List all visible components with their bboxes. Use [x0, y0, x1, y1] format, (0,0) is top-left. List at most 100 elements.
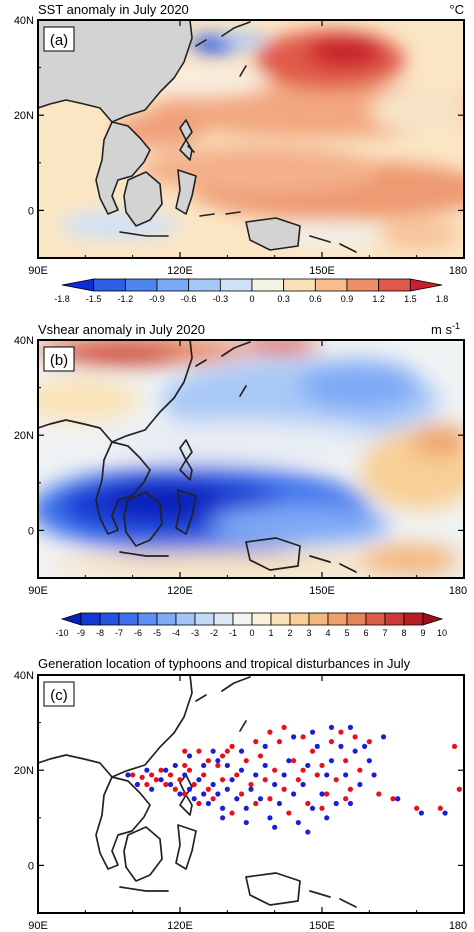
blue-genesis-point [134, 781, 140, 788]
red-genesis-point [220, 753, 226, 759]
panel-c-title: Generation location of typhoons and trop… [38, 656, 411, 671]
panel-c-ytick-label: 20N [14, 765, 34, 777]
panel-b-colorbar-swatch [403, 612, 424, 626]
panel-a-axes: 90E 120E 150E 180 40N 20N 0 [14, 15, 467, 277]
panel-b-colorbar-label: -6 [134, 628, 142, 638]
blue-genesis-point [267, 815, 273, 821]
panel-a-label: (a) [50, 32, 68, 49]
panel-b-colorbar-swatch [213, 612, 234, 626]
panel-c-xtick-label: 90E [28, 920, 48, 932]
red-genesis-point [338, 729, 344, 735]
panel-a-colorbar-swatch [314, 278, 348, 292]
blue-genesis-point [357, 781, 363, 788]
blue-genesis-point [366, 758, 372, 764]
red-genesis-point [437, 805, 443, 811]
red-genesis-point [305, 800, 311, 807]
panel-b: Vshear anomaly in July 2020 m s-1 [14, 321, 467, 638]
blue-genesis-point [149, 786, 155, 792]
blue-genesis-point [300, 781, 306, 788]
panel-a-xtick-label: 120E [167, 265, 193, 277]
blue-genesis-point [418, 810, 424, 816]
red-genesis-point [272, 767, 278, 773]
panel-b-ytick-label: 20N [14, 430, 34, 442]
blue-genesis-point [167, 781, 174, 788]
panel-b-colorbar-swatch [308, 612, 329, 626]
red-genesis-point [343, 796, 349, 802]
blue-genesis-point [380, 734, 387, 740]
panel-b-units-exp: -1 [452, 321, 460, 331]
panel-c-xtick-label: 180 [449, 920, 467, 932]
panel-a-ytick-label: 20N [14, 110, 34, 122]
panel-b-colorbar-swatch [175, 612, 196, 626]
blue-genesis-point [253, 772, 259, 778]
blue-genesis-point [243, 805, 249, 811]
blue-genesis-point [291, 734, 297, 740]
panel-a-colorbar-swatch [346, 278, 380, 292]
panel-b-field [38, 340, 464, 578]
red-genesis-point [201, 772, 207, 778]
panel-c-background [38, 675, 464, 913]
red-genesis-point [248, 781, 254, 788]
panel-b-colorbar-label: -10 [55, 628, 68, 638]
panel-a-colorbar-label: -0.9 [149, 294, 165, 304]
panel-c-xtick-label: 150E [309, 920, 335, 932]
blue-genesis-point [243, 819, 249, 826]
red-genesis-point [139, 774, 145, 780]
panel-c-ytick-label: 40N [14, 670, 34, 682]
panel-c-ytick-label: 0 [28, 860, 34, 872]
blue-genesis-point [229, 777, 235, 783]
blue-genesis-point [262, 743, 268, 750]
blue-genesis-point [324, 772, 330, 778]
panel-c: Generation location of typhoons and trop… [14, 656, 467, 932]
panel-a-xtick-label: 90E [28, 265, 48, 277]
panel-c-label: (c) [50, 687, 68, 704]
red-genesis-point [153, 777, 159, 783]
blue-genesis-point [314, 743, 320, 750]
panel-a: SST anomaly in July 2020 °C [14, 2, 467, 304]
red-genesis-point [238, 791, 245, 797]
panel-a-title: SST anomaly in July 2020 [38, 2, 189, 17]
blue-genesis-point [191, 796, 197, 802]
panel-a-colorbar-label: 0.6 [309, 294, 322, 304]
red-genesis-point [182, 748, 188, 754]
red-genesis-point [220, 777, 226, 783]
blue-genesis-point [442, 810, 448, 816]
panel-a-colorbar-swatch [283, 278, 316, 292]
panel-b-colorbar-swatch [422, 612, 444, 626]
panel-b-colorbar-swatch [60, 612, 82, 626]
blue-genesis-point [224, 762, 230, 769]
blue-genesis-point [238, 767, 245, 773]
blue-genesis-point [210, 781, 216, 788]
panel-a-colorbar-label: 1.8 [436, 294, 449, 304]
red-genesis-point [366, 739, 372, 745]
panel-a-colorbar-label: 1.5 [404, 294, 417, 304]
red-genesis-point [276, 739, 282, 745]
blue-genesis-point [362, 743, 368, 750]
red-genesis-point [357, 767, 363, 773]
red-genesis-point [300, 767, 306, 773]
red-genesis-point [196, 748, 202, 754]
red-genesis-point [267, 729, 273, 735]
panel-b-colorbar-swatch [384, 612, 405, 626]
panel-b-colorbar-label: 6 [363, 628, 368, 638]
panel-b-colorbar-label: 3 [306, 628, 311, 638]
red-genesis-point [149, 772, 155, 778]
blue-genesis-point [347, 800, 353, 807]
panel-a-colorbar-label: -1.5 [86, 294, 102, 304]
blue-genesis-point [196, 777, 202, 783]
panel-b-colorbar-swatch [346, 612, 367, 626]
panel-b-colorbar: -10 -9 -8 -7 -6 -5 -4 -3 -2 -1 0 1 2 3 4 5 6 7 8 9 10 [55, 612, 447, 638]
panel-b-colorbar-label: 5 [344, 628, 349, 638]
red-genesis-point [196, 800, 202, 807]
panel-b-frame [37, 339, 465, 579]
red-genesis-point [182, 791, 188, 797]
red-genesis-point [182, 762, 188, 769]
red-genesis-point [319, 762, 325, 769]
panel-b-ytick-label: 40N [14, 335, 34, 347]
red-genesis-point [324, 791, 330, 797]
red-genesis-point [262, 777, 268, 783]
panel-a-colorbar-label: -0.3 [213, 294, 229, 304]
blue-genesis-point [186, 786, 193, 792]
panel-b-colorbar-label: 8 [401, 628, 406, 638]
red-genesis-point [229, 743, 235, 750]
